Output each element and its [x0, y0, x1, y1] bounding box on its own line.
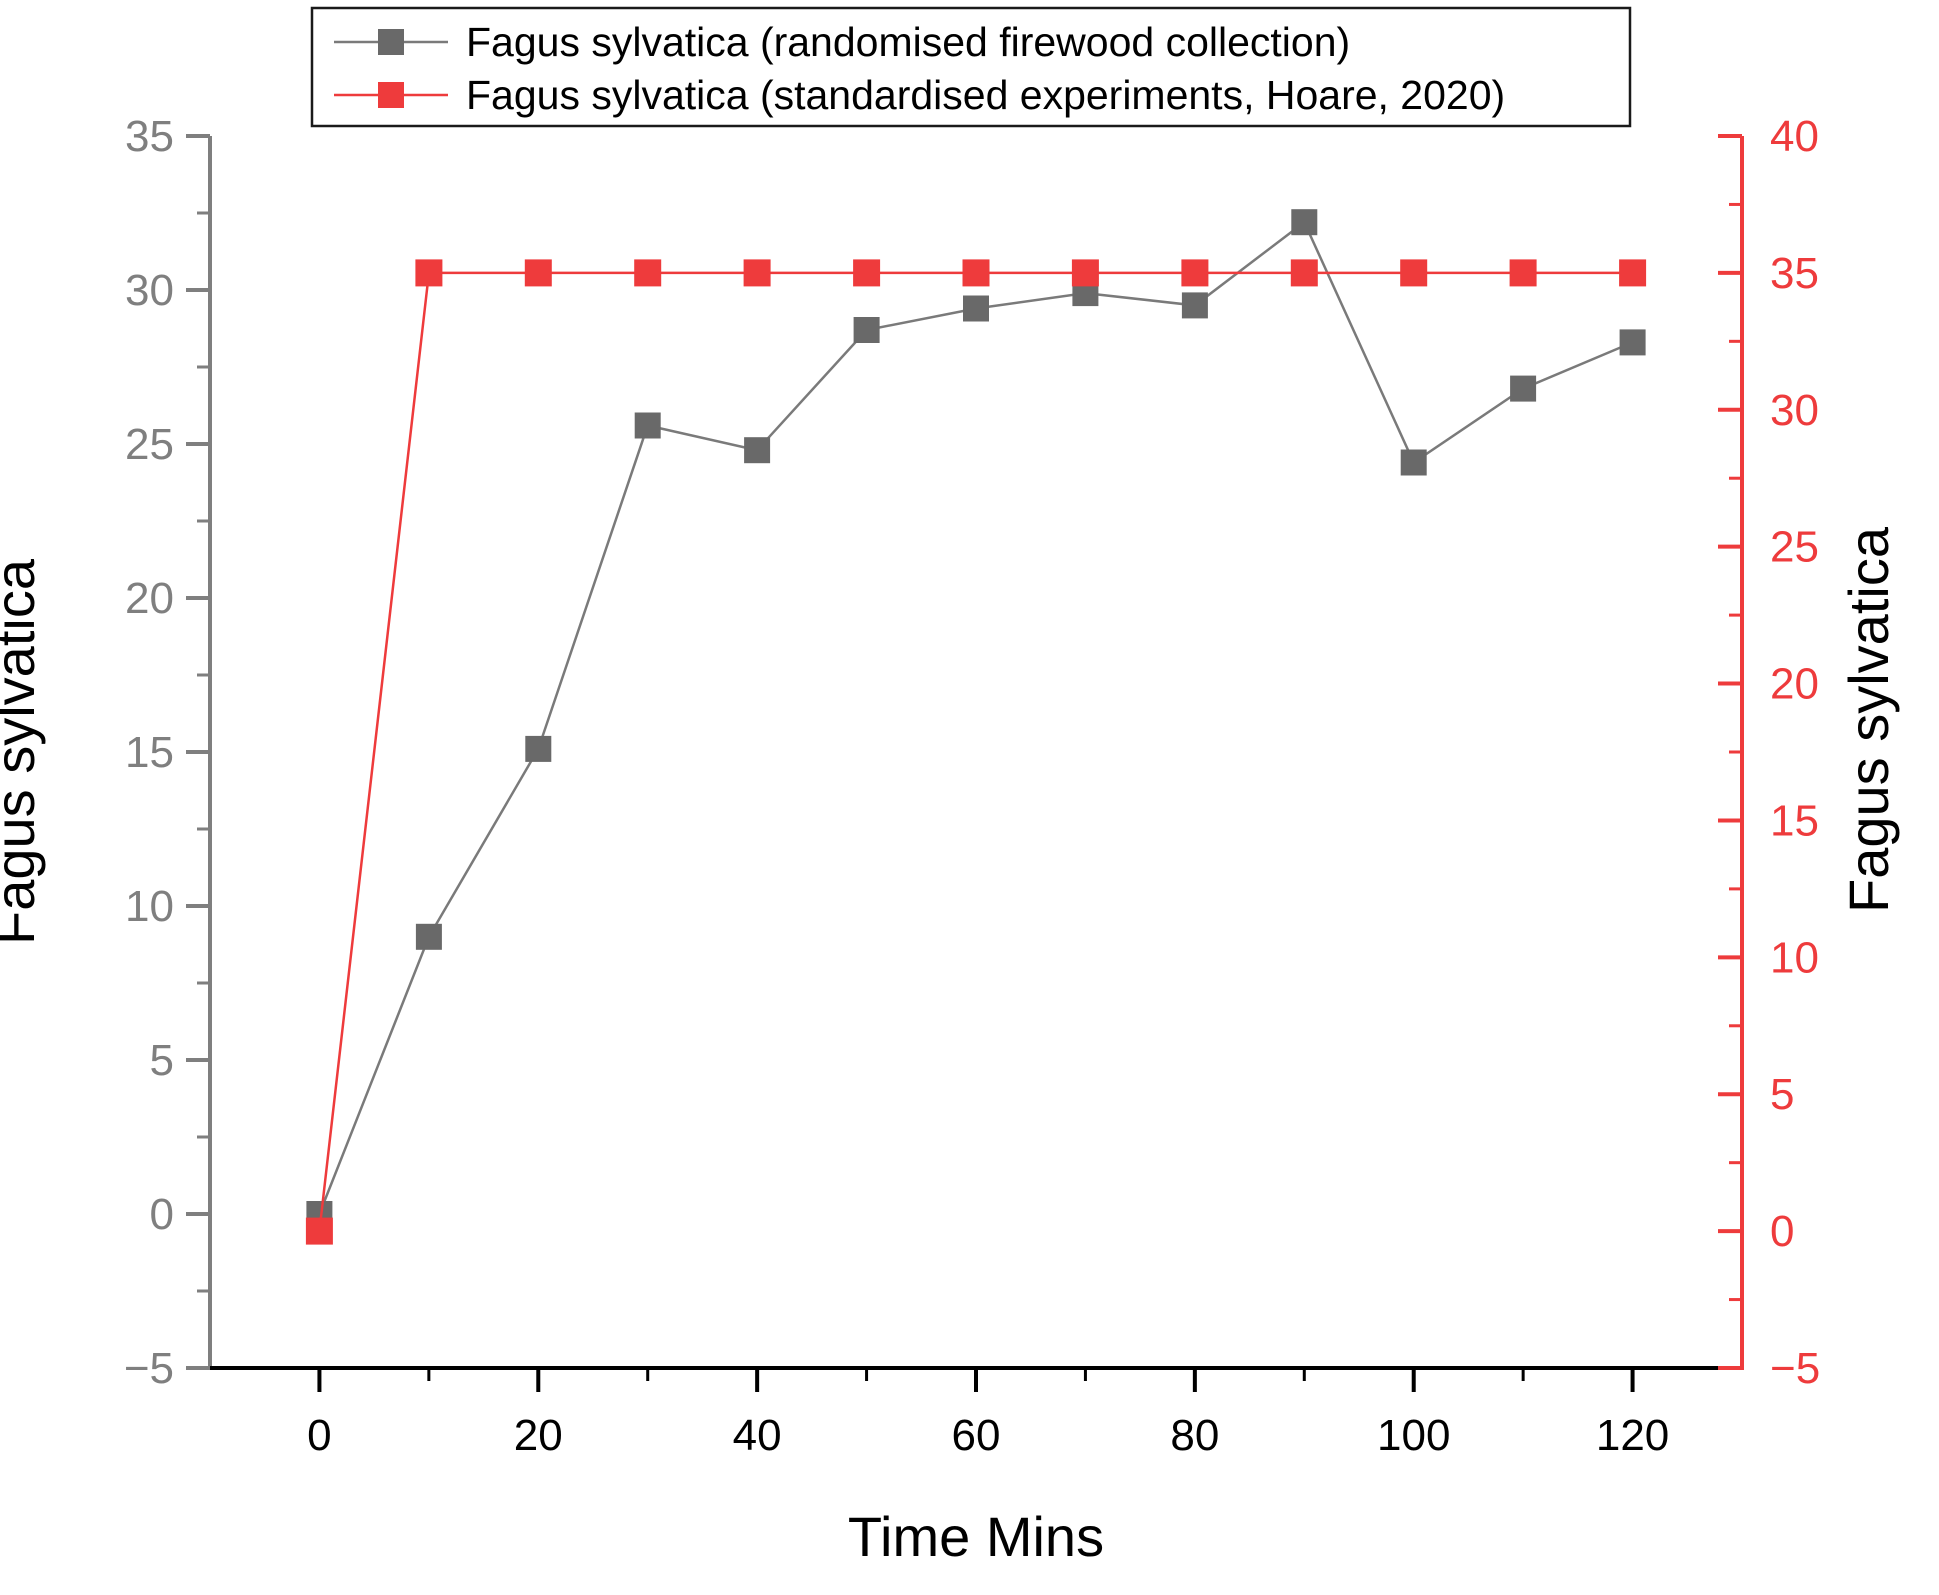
left-y-tick-label: 0 — [150, 1190, 174, 1239]
data-point-marker-red — [634, 259, 662, 287]
data-point-marker-gray — [1510, 375, 1537, 402]
data-point-marker-gray — [853, 317, 880, 343]
data-point-marker-red — [1290, 259, 1318, 287]
data-point-marker-gray — [525, 735, 552, 762]
x-tick-label: 120 — [1596, 1411, 1669, 1460]
legend: Fagus sylvatica (randomised firewood col… — [310, 6, 1632, 128]
data-point-marker-red — [1509, 259, 1537, 287]
legend-entry-randomised: Fagus sylvatica (randomised firewood col… — [334, 19, 1350, 65]
left-y-tick-label: 30 — [125, 266, 174, 315]
x-tick-label: 40 — [733, 1411, 782, 1460]
left-y-tick-label: −5 — [124, 1344, 174, 1393]
left-y-tick-label: 25 — [125, 420, 174, 469]
data-point-marker-gray — [415, 923, 442, 950]
data-point-marker-red — [1400, 259, 1428, 287]
series-line-red — [318, 271, 1633, 1232]
data-point-marker-red — [415, 259, 443, 287]
right-y-tick-label: 10 — [1770, 933, 1819, 982]
series-line-gray — [318, 220, 1634, 1215]
data-point-marker-red — [743, 259, 771, 287]
right-y-tick-label: 30 — [1770, 386, 1819, 435]
right-y-tick-label: 25 — [1770, 523, 1819, 572]
legend-box — [310, 6, 1632, 128]
legend-label-randomised: Fagus sylvatica (randomised firewood col… — [466, 19, 1350, 65]
data-point-marker-red — [1181, 259, 1209, 287]
left-y-tick-label: 5 — [150, 1036, 174, 1085]
data-point-marker-gray — [1291, 209, 1318, 236]
right-y-tick-label: 15 — [1770, 796, 1819, 845]
left-y-tick-label: 10 — [125, 882, 174, 931]
data-point-marker-gray — [1181, 292, 1208, 319]
right-y-tick-label: 5 — [1770, 1070, 1794, 1119]
right-y-tick-label: 35 — [1770, 249, 1819, 298]
data-point-marker-gray — [963, 295, 989, 322]
x-tick-label: 20 — [514, 1411, 563, 1460]
data-point-marker-red — [524, 259, 552, 287]
left-y-axis-title: Fagus sylvatica — [0, 558, 46, 945]
data-point-marker-red — [1619, 259, 1647, 287]
right-y-tick-label: −5 — [1770, 1344, 1820, 1393]
data-point-marker-gray — [1400, 449, 1427, 476]
data-point-marker-red — [305, 1217, 333, 1245]
data-point-marker-red — [853, 259, 881, 287]
data-point-marker-gray — [634, 412, 661, 439]
right-y-axis-title: Fagus sylvatica — [1837, 526, 1900, 913]
legend-entry-standardised: Fagus sylvatica (standardised experiment… — [334, 72, 1505, 118]
left-y-tick-label: 20 — [125, 574, 174, 623]
legend-square-marker-red-icon — [378, 82, 404, 108]
data-point-marker-red — [1071, 259, 1099, 287]
right-y-tick-label: 0 — [1770, 1207, 1794, 1256]
x-tick-label: 80 — [1170, 1411, 1219, 1460]
data-point-marker-gray — [744, 437, 771, 464]
data-point-marker-gray — [1619, 329, 1646, 356]
x-axis-title: Time Mins — [848, 1505, 1104, 1568]
data-point-marker-red — [962, 259, 990, 287]
x-tick-label: 60 — [952, 1411, 1001, 1460]
x-tick-label: 100 — [1377, 1411, 1450, 1460]
legend-square-marker-gray-icon — [378, 29, 404, 55]
right-y-tick-label: 20 — [1770, 660, 1819, 709]
legend-label-standardised: Fagus sylvatica (standardised experiment… — [466, 72, 1505, 118]
right-y-tick-label: 40 — [1770, 112, 1819, 161]
x-tick-label: 0 — [307, 1411, 331, 1460]
left-y-tick-label: 15 — [125, 728, 174, 777]
left-y-tick-label: 35 — [125, 112, 174, 161]
plot-area: 0 20 40 60 80 100 120 −5 0 5 10 15 20 25 30 35 −5 0 5 10 15 2… — [124, 112, 1820, 1460]
